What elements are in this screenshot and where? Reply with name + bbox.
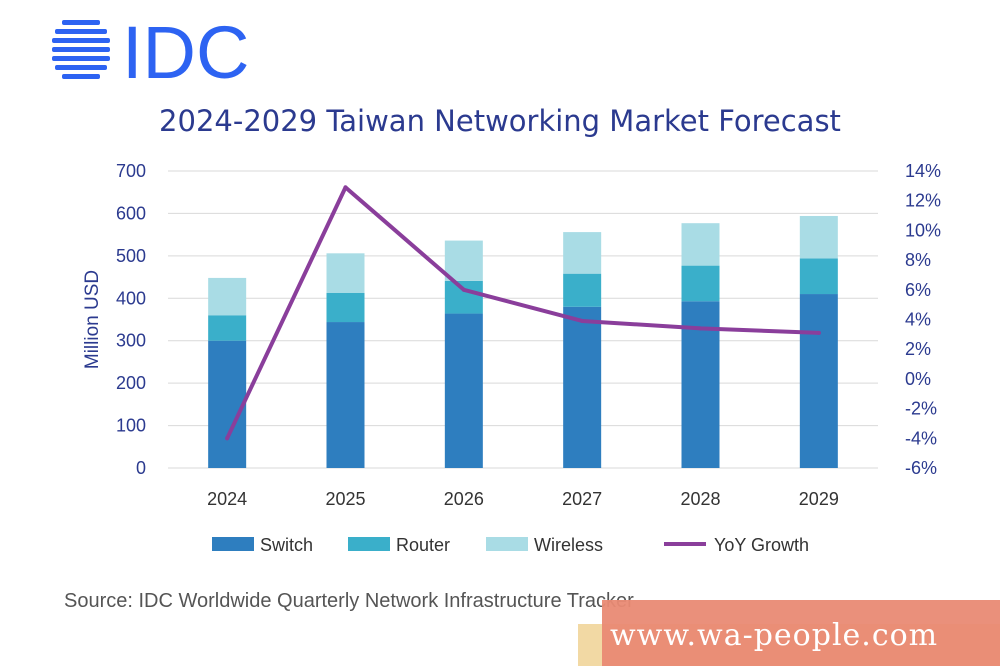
yoy-growth-point: [698, 326, 703, 331]
yoy-growth-line: [225, 185, 821, 441]
legend-label-yoy-growth: YoY Growth: [714, 535, 809, 555]
x-tick-label: 2029: [799, 489, 839, 509]
bar-router-2026: [444, 280, 483, 314]
legend-swatch-switch: [212, 537, 254, 551]
yoy-growth-point: [461, 287, 466, 292]
bar-switch-2029: [799, 294, 838, 468]
y-tick-label: 600: [116, 203, 146, 223]
y-tick-label: 300: [116, 331, 146, 351]
bar-router-2027: [563, 273, 602, 307]
y2-tick-label: 4%: [905, 310, 931, 330]
bar-switch-2024: [208, 340, 247, 468]
y2-tick-label: 12%: [905, 191, 941, 211]
globe-stripes-icon: [52, 20, 110, 79]
grid-lines: [168, 170, 878, 469]
y2-tick-label: -6%: [905, 458, 937, 478]
chart-title: 2024-2029 Taiwan Networking Market Forec…: [159, 104, 841, 138]
y2-tick-label: -2%: [905, 399, 937, 419]
bar-wireless-2024: [208, 277, 247, 316]
bar-switch-2027: [563, 306, 602, 468]
legend-swatch-wireless: [486, 537, 528, 551]
y-tick-label: 0: [136, 458, 146, 478]
y-tick-label: 500: [116, 246, 146, 266]
bar-wireless-2028: [681, 223, 720, 266]
legend: Switch Router Wireless YoY Growth: [212, 535, 809, 555]
legend-swatch-router: [348, 537, 390, 551]
legend-label-router: Router: [396, 535, 450, 555]
yoy-growth-point: [580, 318, 585, 323]
watermark-text: www.wa-people.com: [610, 618, 939, 653]
bar-wireless-2027: [563, 232, 602, 274]
bar-router-2028: [681, 265, 720, 302]
bar-wireless-2029: [799, 215, 838, 259]
y-tick-label: 400: [116, 288, 146, 308]
legend-label-switch: Switch: [260, 535, 313, 555]
y2-tick-label: 6%: [905, 280, 931, 300]
bar-router-2029: [799, 258, 838, 295]
bar-router-2024: [208, 315, 247, 341]
x-tick-label: 2024: [207, 489, 247, 509]
yoy-growth-point: [343, 185, 348, 190]
y-tick-label: 200: [116, 373, 146, 393]
idc-logo: IDC: [52, 14, 249, 84]
y2-tick-label: 0%: [905, 369, 931, 389]
bar-switch-2025: [326, 322, 365, 468]
bar-wireless-2025: [326, 253, 365, 293]
watermark-band: [602, 600, 1000, 666]
y-tick-label: 100: [116, 416, 146, 436]
bar-stacks: [208, 215, 838, 468]
axes: 0 100 200 300 400 500 600 700 -6% -4% -2% 0% 2% 4% 6% 8…: [82, 161, 941, 509]
bar-wireless-2026: [444, 240, 483, 281]
bar-switch-2026: [444, 313, 483, 468]
y2-tick-label: 14%: [905, 161, 941, 181]
legend-label-wireless: Wireless: [534, 535, 603, 555]
logo-text: IDC: [122, 14, 249, 84]
y2-tick-label: 2%: [905, 339, 931, 359]
yoy-growth-point: [816, 330, 821, 335]
y2-tick-label: 8%: [905, 250, 931, 270]
y2-tick-label: 10%: [905, 220, 941, 240]
yoy-growth-polyline: [225, 185, 821, 441]
x-tick-label: 2028: [680, 489, 720, 509]
source-note: Source: IDC Worldwide Quarterly Network …: [64, 590, 634, 612]
x-tick-label: 2026: [444, 489, 484, 509]
bar-router-2025: [326, 292, 365, 323]
y-tick-label: 700: [116, 161, 146, 181]
x-tick-label: 2025: [325, 489, 365, 509]
y-axis-title: Million USD: [82, 270, 103, 369]
y2-tick-label: -4%: [905, 428, 937, 448]
yoy-growth-point: [225, 436, 230, 441]
x-tick-label: 2027: [562, 489, 602, 509]
